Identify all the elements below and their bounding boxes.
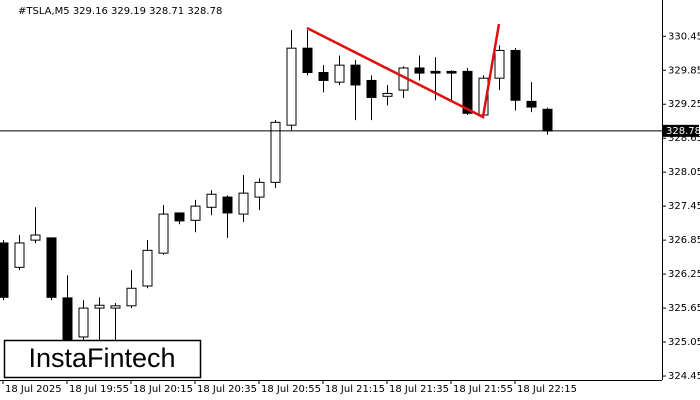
candle-body [238,192,249,215]
candle-body [462,70,473,114]
y-tick-label: 324.45 [668,371,700,382]
plot-area [0,30,553,345]
x-tick-label: 18 Jul 2025 [5,384,62,395]
y-tick-label: 328.65 [668,133,700,144]
candle-body [206,193,217,208]
watermark-box [3,339,202,379]
candle-body [510,49,521,101]
chart-title: #TSLA,M5 329.16 329.19 328.71 328.78 [18,6,222,17]
x-tick-label: 18 Jul 20:55 [261,384,321,395]
candle-body [446,70,457,74]
x-tick-label: 18 Jul 21:55 [453,384,513,395]
candle-body [414,67,425,74]
y-tick-label: 325.05 [668,337,700,348]
y-tick-label: 326.85 [668,235,700,246]
candle-body [30,234,41,241]
x-tick-label: 18 Jul 20:35 [197,384,257,395]
y-tick-label: 325.65 [668,303,700,314]
last-price-label: 328.78 [666,126,700,137]
candle-body [174,212,185,222]
candle-body [158,213,169,254]
candle-body [78,307,89,338]
y-tick-label: 330.45 [668,31,700,42]
candle-body [222,196,233,214]
x-tick-label: 18 Jul 21:35 [389,384,449,395]
candle-body [190,205,201,221]
candle-body [366,79,377,98]
candle-body [334,64,345,83]
candle-body [542,108,553,132]
candle-body [110,305,121,309]
y-tick-label: 329.85 [668,65,700,76]
x-tick-label: 18 Jul 22:15 [517,384,577,395]
last-price-box [663,124,699,137]
x-tick-label: 18 Jul 20:15 [133,384,193,395]
candle-body [14,242,25,268]
candle-body [126,287,137,307]
candle-body [46,237,57,298]
y-tick-label: 328.05 [668,167,700,178]
watermark: InstaFintech [28,343,175,373]
candle-body [526,100,537,108]
y-tick-label: 327.45 [668,201,700,212]
candle-body [0,242,9,298]
candle-body [382,92,393,97]
candle-body [286,47,297,126]
candle-body [62,297,73,341]
candle-body [430,70,441,74]
candle-body [494,49,505,79]
candle-body [142,249,153,287]
candle-body [270,121,281,183]
candle-body [318,72,329,81]
candle-body [350,64,361,86]
y-tick-label: 326.25 [668,269,700,280]
candle-body [302,47,313,74]
candle-body [254,181,265,198]
y-tick-label: 329.25 [668,99,700,110]
candle-body [94,304,105,309]
x-tick-label: 18 Jul 19:55 [69,384,129,395]
x-tick-label: 18 Jul 21:15 [325,384,385,395]
pattern-line [306,23,501,119]
